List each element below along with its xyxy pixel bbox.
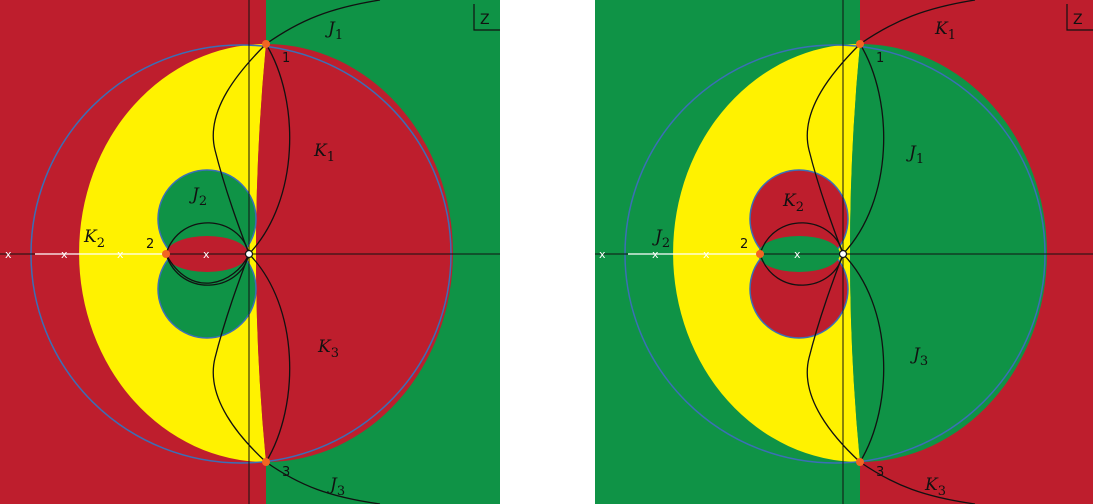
right-point-1 <box>856 40 864 48</box>
right-diagram: Z 1 2 3 x x x x K1 J1 K2 J2 J3 K3 <box>595 0 1093 504</box>
left-curve-j2-upper <box>165 222 250 255</box>
right-curve-inner-upper <box>806 43 861 255</box>
left-corner-label: Z <box>480 12 490 28</box>
right-label-j1: J1 <box>906 143 924 167</box>
right-curve-k1 <box>859 0 976 45</box>
left-label-j1: J1 <box>325 19 343 43</box>
left-label-k3: K3 <box>317 337 339 361</box>
left-pole-mark: x <box>203 248 210 261</box>
left-point-label-3: 3 <box>282 465 290 480</box>
left-label-k2: K2 <box>83 227 105 251</box>
left-curve-k1 <box>248 43 291 255</box>
left-curve-inner-lower <box>212 253 267 463</box>
left-label-j3: J3 <box>327 475 345 499</box>
left-curve-j1 <box>265 0 381 45</box>
left-point-3 <box>262 458 270 466</box>
left-pole-mark: x <box>5 248 12 261</box>
left-curve-k3 <box>248 253 291 463</box>
right-diagram-panel: Z 1 2 3 x x x x K1 J1 K2 J2 J3 K3 <box>595 0 1093 504</box>
left-point-label-1: 1 <box>282 51 290 66</box>
right-label-k2: K2 <box>782 191 804 215</box>
left-curve-j2-lower <box>165 253 250 286</box>
right-curve-j3 <box>842 253 885 463</box>
left-point-1 <box>262 40 270 48</box>
right-label-j2: J2 <box>652 227 670 251</box>
right-curve-k3 <box>859 461 976 504</box>
right-origin-point <box>838 249 848 259</box>
right-pole-mark: x <box>599 248 606 261</box>
right-point-3 <box>856 458 864 466</box>
left-corner-box <box>473 4 500 31</box>
right-curve-k2-upper <box>759 222 844 255</box>
left-region-red-inner <box>256 44 453 462</box>
right-pole-mark: x <box>652 248 659 261</box>
right-corner-label: Z <box>1073 12 1083 28</box>
right-point-label-3: 3 <box>876 465 884 480</box>
left-pole-mark: x <box>61 248 68 261</box>
right-corner-box <box>1066 4 1093 31</box>
left-label-k1: K1 <box>313 141 335 165</box>
right-point-label-2: 2 <box>740 237 748 252</box>
left-point-2 <box>162 250 170 258</box>
right-region-green-inner <box>850 44 1047 462</box>
right-point-label-1: 1 <box>876 51 884 66</box>
right-curves <box>759 0 976 504</box>
left-curve-inner-upper <box>212 43 267 255</box>
left-pole-mark: x <box>117 248 124 261</box>
left-diagram: Z 1 2 3 x x x x J1 K1 J2 K2 K3 J3 <box>0 0 500 504</box>
right-curve-inner-lower <box>806 253 861 463</box>
left-label-j2: J2 <box>189 185 207 209</box>
left-origin-point <box>244 249 254 259</box>
left-curve-j3 <box>265 461 381 504</box>
right-pole-mark: x <box>703 248 710 261</box>
right-label-j3: J3 <box>910 345 928 369</box>
left-curve-loop-lower <box>165 253 250 284</box>
left-diagram-panel: Z 1 2 3 x x x x J1 K1 J2 K2 K3 J3 <box>0 0 500 504</box>
right-curve-k2-lower <box>759 253 844 286</box>
right-label-k1: K1 <box>934 19 956 43</box>
left-curves <box>165 0 381 504</box>
right-label-k3: K3 <box>924 475 946 499</box>
left-point-label-2: 2 <box>146 237 154 252</box>
right-curve-j1 <box>842 43 885 255</box>
right-pole-mark: x <box>794 248 801 261</box>
right-point-2 <box>756 250 764 258</box>
